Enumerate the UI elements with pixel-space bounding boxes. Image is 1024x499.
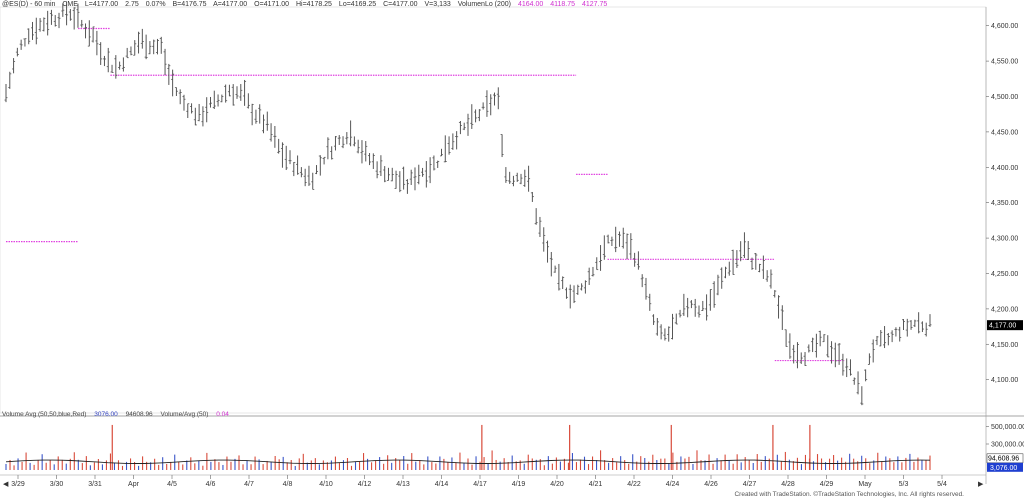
price-tick-label: 4,600.00	[991, 23, 1018, 30]
price-tick-label: 4,200.00	[991, 306, 1018, 313]
last-label: L=4177.00	[84, 1, 119, 8]
open-label: O=4171.00	[254, 1, 289, 8]
last-price-box	[987, 320, 1023, 331]
time-tick-label: 4/7	[244, 481, 254, 488]
indicator-value-1: 4164.00	[517, 1, 544, 8]
indicator-value-3: 4127.75	[582, 1, 608, 8]
low-label: Lo=4169.25	[338, 1, 377, 8]
time-tick-label: 4/29	[820, 481, 834, 488]
volume-avg-label: Volume Avg (50,50,blue,Red)	[2, 411, 87, 418]
time-tick-label: 4/10	[319, 481, 333, 488]
time-tick-label: 4/27	[743, 481, 757, 488]
time-tick-label: 4/24	[666, 481, 680, 488]
volume-tick-label: 300,000.00	[991, 442, 1024, 449]
bid-label: B=4176.75	[172, 1, 207, 8]
price-tick-label: 4,350.00	[991, 200, 1018, 207]
time-tick-label: 3/31	[88, 481, 102, 488]
volume-avg-label: 94,608.96	[988, 455, 1019, 462]
credit-text: Created with TradeStation. ©TradeStation…	[734, 491, 964, 498]
close-label: C=4177.00	[383, 1, 418, 8]
volume-average-line	[5, 459, 931, 464]
time-tick-label: 4/22	[627, 481, 641, 488]
high-label: Hi=4178.25	[295, 1, 332, 8]
time-tick-label: 4/20	[550, 481, 564, 488]
scroll-left-icon[interactable]: ◀	[3, 481, 9, 488]
volume-ratio-value: 0.04	[216, 411, 229, 418]
time-tick-label: 4/19	[512, 481, 526, 488]
change-pct-label: 0.07%	[145, 1, 166, 8]
time-tick-label: 3/29	[11, 481, 25, 488]
time-tick-label: 3/30	[50, 481, 64, 488]
price-tick-label: 4,400.00	[991, 165, 1018, 172]
time-tick-label: 4/5	[167, 481, 177, 488]
price-tick-label: 4,100.00	[991, 377, 1018, 384]
time-tick-label: 4/14	[435, 481, 449, 488]
time-tick-label: 4/13	[396, 481, 410, 488]
change-label: 2.75	[125, 1, 139, 8]
time-tick-label: 5/4	[937, 481, 947, 488]
time-tick-label: 4/6	[206, 481, 216, 488]
chart-header: @ES(D) - 60 min CME L=4177.00 2.75 0.07%…	[2, 1, 612, 8]
volume-ratio-label: Volume/Avg (50)	[160, 411, 209, 418]
volume-label: V=3,133	[424, 1, 451, 8]
volume-tick-label: 500,000.00	[991, 424, 1024, 431]
volume-last-box	[987, 462, 1023, 472]
time-tick-label: 5/3	[899, 481, 909, 488]
symbol-label: @ES(D) - 60 min	[2, 1, 56, 8]
indicator-label: VolumenLo (200)	[457, 1, 512, 8]
price-panel-frame	[0, 6, 987, 414]
time-tick-label: 4/8	[283, 481, 293, 488]
ask-label: A=4177.00	[213, 1, 248, 8]
price-tick-label: 4,150.00	[991, 342, 1018, 349]
volume-value-1: 3076.00	[94, 411, 118, 418]
exchange-label: CME	[62, 1, 78, 8]
price-tick-label: 4,450.00	[991, 129, 1018, 136]
price-tick-label: 4,500.00	[991, 94, 1018, 101]
price-tick-label: 4,550.00	[991, 59, 1018, 66]
last-price-label: 4,177.00	[989, 323, 1016, 330]
time-tick-label: May	[858, 481, 872, 488]
time-tick-label: Apr	[128, 481, 140, 488]
volume-header: Volume Avg (50,50,blue,Red) 3076.00 9460…	[2, 411, 235, 418]
volume-last-label: 3,076.00	[990, 465, 1017, 472]
price-tick-label: 4,300.00	[991, 236, 1018, 243]
scroll-right-icon[interactable]: ▶	[978, 481, 984, 488]
time-tick-label: 4/17	[473, 481, 487, 488]
time-tick-label: 4/12	[358, 481, 372, 488]
indicator-value-2: 4118.75	[550, 1, 576, 8]
volume-value-2: 94608.96	[125, 411, 153, 418]
time-tick-label: 4/21	[589, 481, 603, 488]
time-tick-label: 4/28	[781, 481, 795, 488]
time-tick-label: 4/26	[704, 481, 718, 488]
price-tick-label: 4,250.00	[991, 271, 1018, 278]
